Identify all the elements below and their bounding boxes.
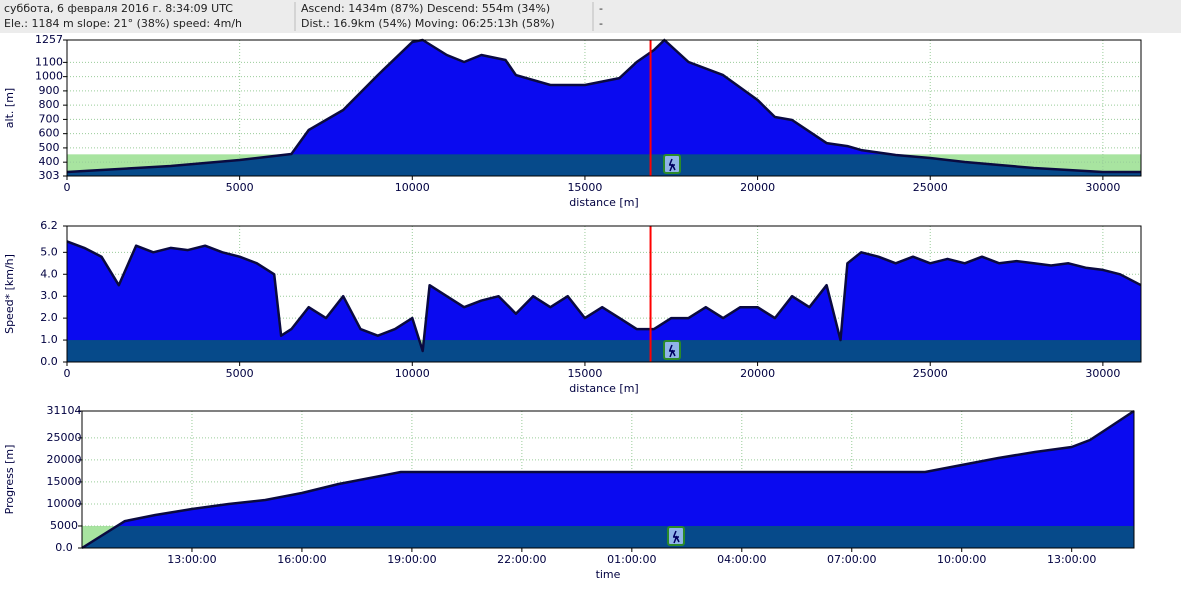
area-line: [66, 38, 1141, 174]
y-tick-label: 5000: [50, 519, 78, 532]
y-tick-label: 25000: [47, 431, 82, 444]
area: [67, 241, 1141, 362]
y-tick-label: 1100: [35, 55, 63, 68]
x-tick-label: 0: [64, 367, 71, 380]
y-tick-label: 20000: [47, 453, 82, 466]
plot-frame: [66, 39, 1142, 177]
x-tick-label: 30000: [1085, 367, 1120, 380]
x-tick-label: 07:00:00: [827, 553, 876, 566]
y-tick-label: 900: [39, 84, 60, 97]
band-overlay: [67, 340, 1141, 362]
header-text: Dist.: 16.9km (54%) Moving: 06:25:13h (5…: [301, 17, 555, 30]
walker-figure: [669, 158, 676, 172]
status-header: суббота, 6 февраля 2016 г. 8:34:09 UTC E…: [0, 0, 1181, 33]
x-tick-label: 10000: [395, 181, 430, 194]
y-tick-label: 0.0: [55, 541, 73, 554]
header-text: Ele.: 1184 m slope: 21° (38%) speed: 4m/…: [4, 17, 242, 30]
y-tick-label: 5.0: [40, 245, 58, 258]
x-axis-title: distance [m]: [569, 382, 638, 395]
x-tick-label: 5000: [226, 367, 254, 380]
y-tick-label: 700: [39, 112, 60, 125]
y-tick-label: 3.0: [40, 289, 58, 302]
x-axis-title: distance [m]: [569, 196, 638, 209]
band-overlay: [82, 525, 1134, 548]
x-tick-label: 15000: [567, 181, 602, 194]
y-tick-label: 0.0: [40, 355, 58, 368]
x-tick-label: 15000: [567, 367, 602, 380]
y-tick-label: 2.0: [40, 311, 58, 324]
area: [82, 411, 1134, 548]
x-tick-label: 20000: [740, 181, 775, 194]
y-axis-title: Speed* [km/h]: [3, 254, 16, 334]
x-tick-label: 20000: [740, 367, 775, 380]
x-tick-label: 13:00:00: [167, 553, 216, 566]
header-bg: [0, 0, 1181, 33]
x-tick-label: 25000: [913, 181, 948, 194]
y-tick-label: 1000: [35, 70, 63, 83]
x-tick-label: 16:00:00: [277, 553, 326, 566]
x-tick-label: 19:00:00: [387, 553, 436, 566]
y-tick-label: 4.0: [40, 267, 58, 280]
area-line: [66, 240, 1142, 353]
y-tick-label: 10000: [47, 497, 82, 510]
y-tick-label: 15000: [47, 475, 82, 488]
x-tick-label: 0: [64, 181, 71, 194]
x-tick-label: 04:00:00: [717, 553, 766, 566]
plot-frame: [66, 225, 1142, 363]
band-overlay: [67, 154, 1141, 176]
x-tick-label: 13:00:00: [1047, 553, 1096, 566]
area: [67, 40, 1141, 176]
y-tick-label: 303: [39, 169, 60, 182]
x-tick-label: 25000: [913, 367, 948, 380]
x-tick-label: 01:00:00: [607, 553, 656, 566]
y-tick-label: 500: [39, 141, 60, 154]
y-tick-label: 6.2: [40, 219, 58, 232]
x-axis-title: time: [596, 568, 621, 581]
y-tick-label: 31104: [47, 404, 82, 417]
x-tick-label: 30000: [1085, 181, 1120, 194]
y-tick-label: 1.0: [40, 333, 58, 346]
y-tick-label: 800: [39, 98, 60, 111]
y-tick-label: 400: [39, 155, 60, 168]
area-line: [81, 409, 1135, 550]
x-tick-label: 10:00:00: [937, 553, 986, 566]
x-tick-label: 5000: [226, 181, 254, 194]
walker-figure: [669, 344, 676, 358]
plot-frame: [81, 410, 1135, 549]
x-tick-label: 10000: [395, 367, 430, 380]
header-text: -: [599, 2, 603, 15]
walker-figure: [673, 530, 680, 544]
x-tick-label: 22:00:00: [497, 553, 546, 566]
header-text: -: [599, 17, 603, 30]
y-tick-label: 600: [39, 127, 60, 140]
y-tick-label: 1257: [35, 33, 63, 46]
header-text: суббота, 6 февраля 2016 г. 8:34:09 UTC: [4, 2, 233, 15]
y-axis-title: Progress [m]: [3, 445, 16, 515]
header-text: Ascend: 1434m (87%) Descend: 554m (34%): [301, 2, 550, 15]
y-axis-title: alt. [m]: [3, 88, 16, 128]
